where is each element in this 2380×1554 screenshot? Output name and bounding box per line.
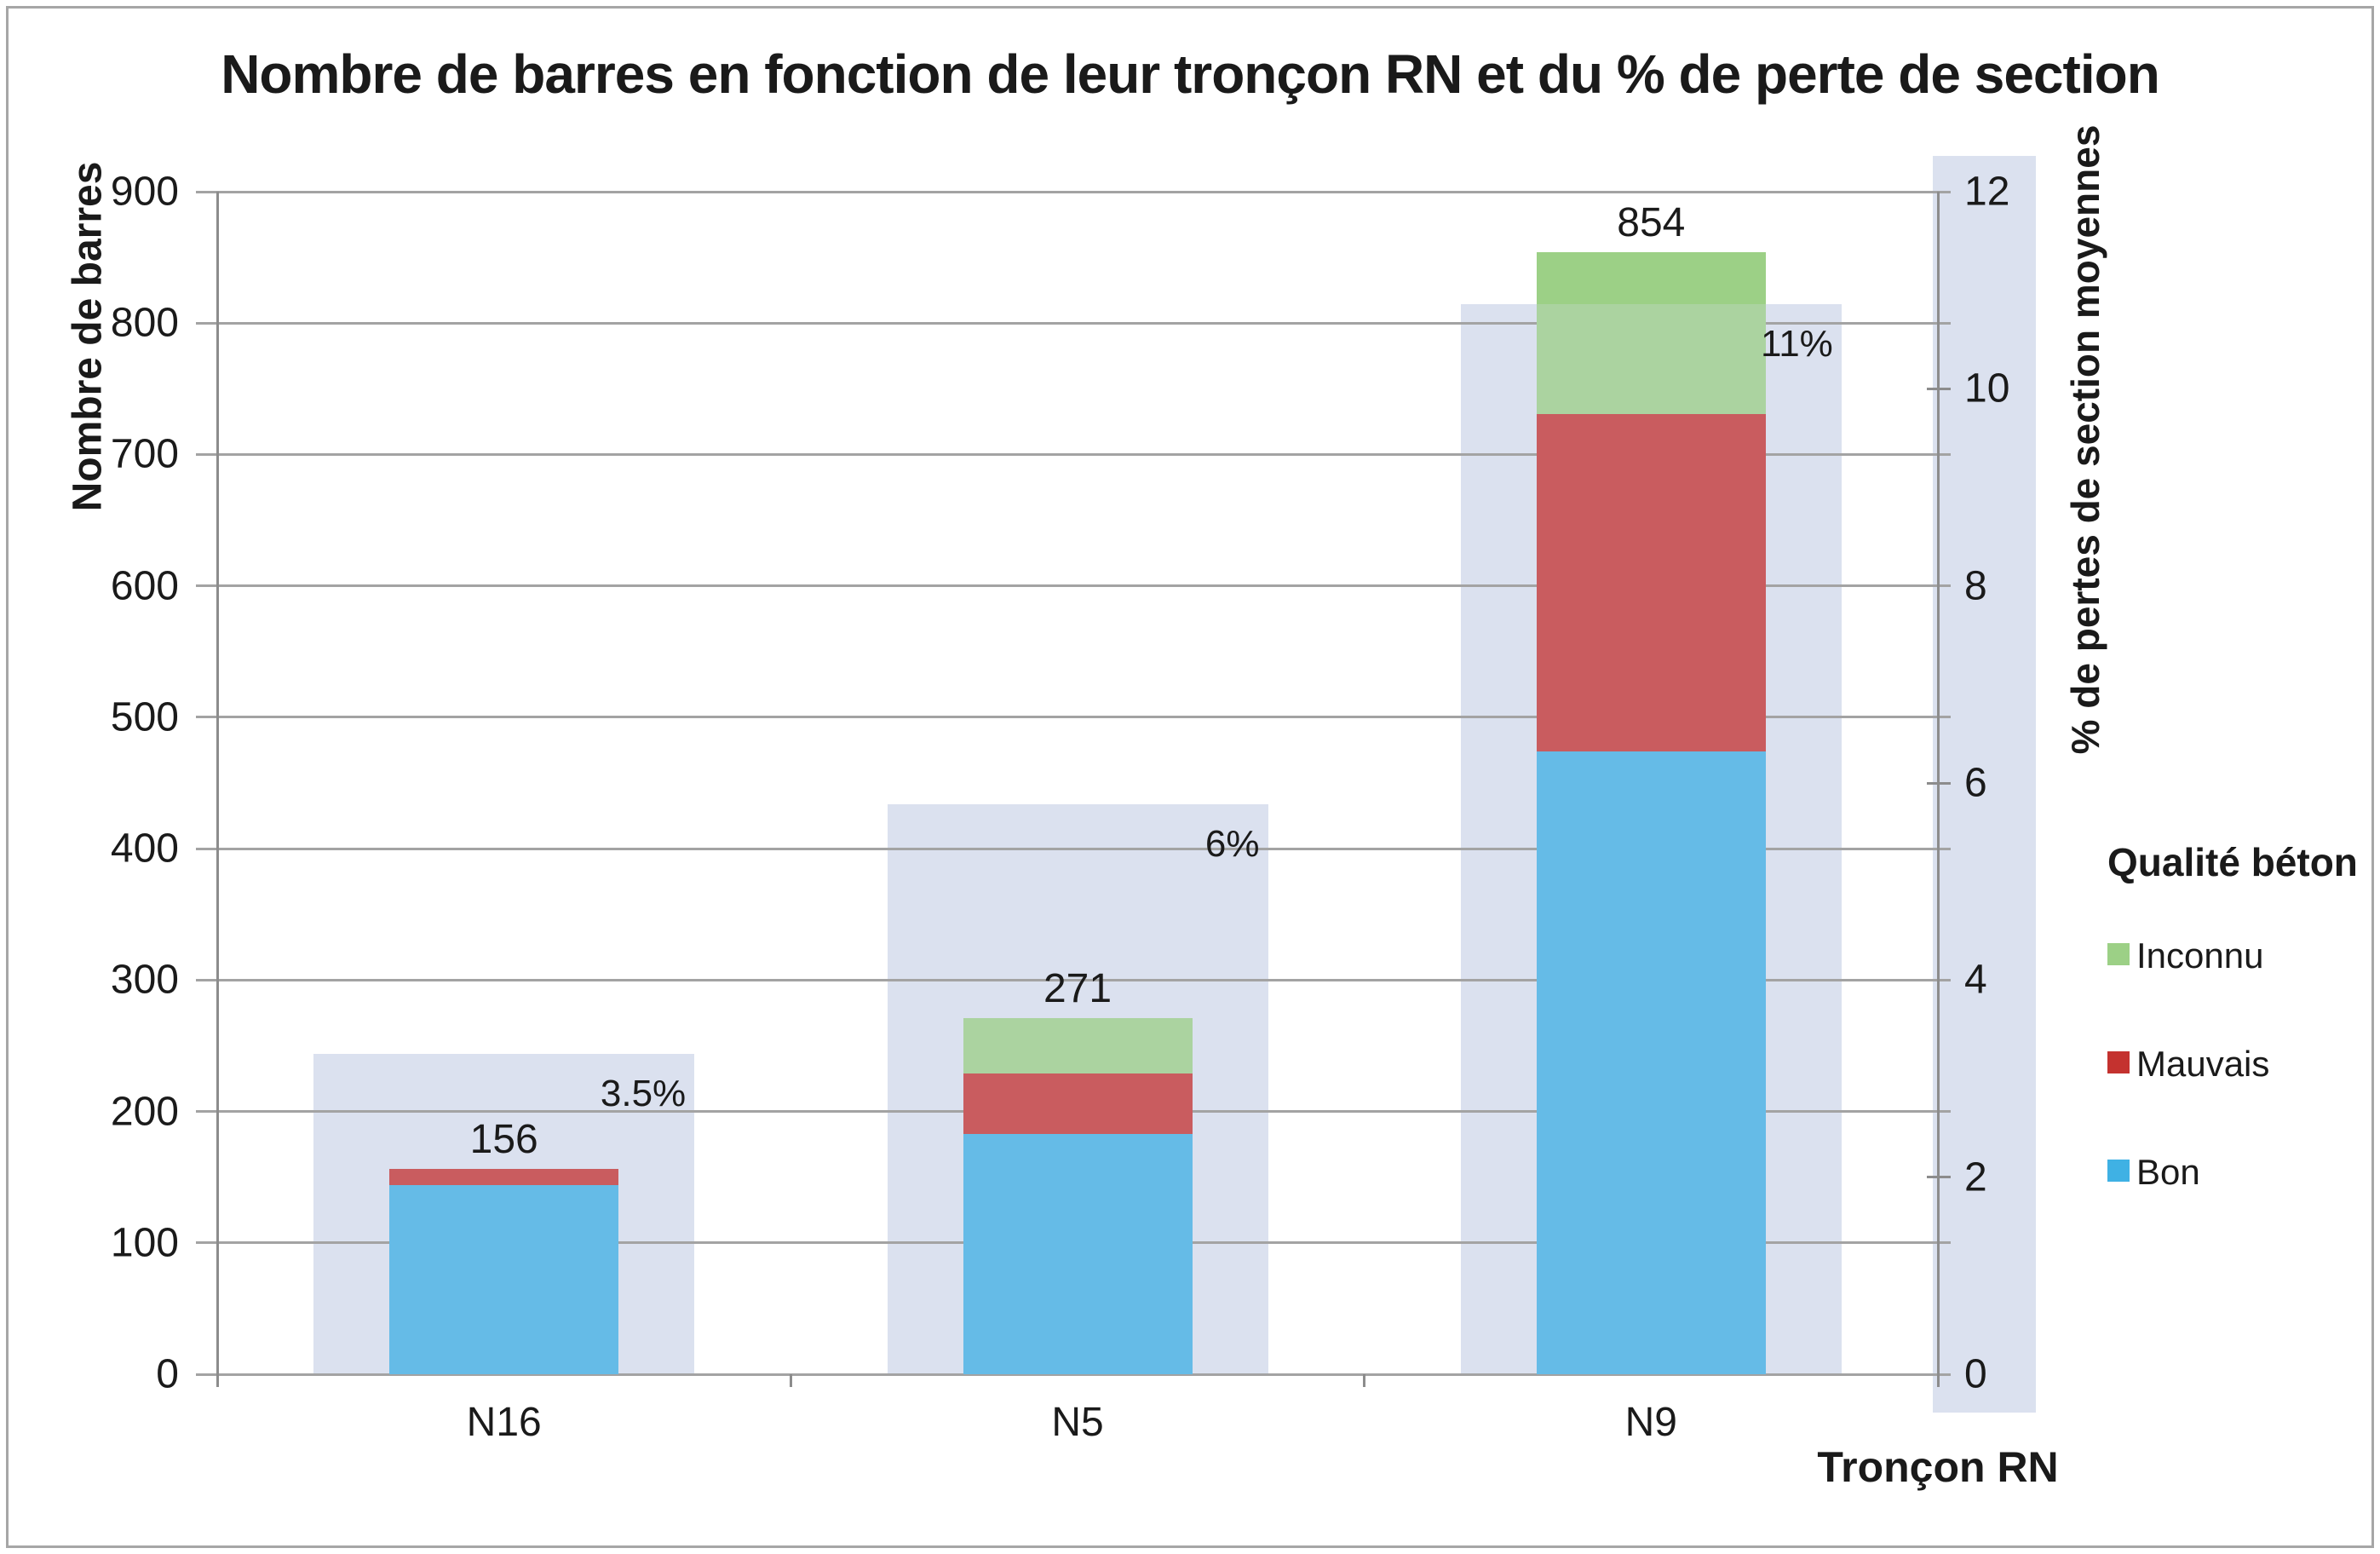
pct-overlay-n5 [963, 1018, 1193, 1374]
left-tick-label: 600 [110, 563, 179, 609]
right-tick-label: 4 [1964, 957, 1987, 1003]
left-tick-label: 300 [110, 957, 179, 1003]
left-tick-label: 100 [110, 1220, 179, 1266]
total-label-n9: 854 [1617, 199, 1686, 245]
bar-n16-mauvais [389, 1169, 619, 1185]
gridline [196, 716, 1951, 719]
x-axis-title: Tronçon RN [1817, 1443, 2059, 1491]
gridline [196, 584, 1951, 588]
legend-label: Mauvais [2136, 1044, 2270, 1084]
category-label-n16: N16 [466, 1400, 542, 1445]
left-tick-label: 0 [156, 1351, 179, 1397]
right-tick-label: 2 [1964, 1154, 1987, 1200]
right-tick-label: 6 [1964, 760, 1987, 806]
left-tick-label: 400 [110, 826, 179, 872]
left-tick-label: 200 [110, 1089, 179, 1135]
category-label-n9: N9 [1624, 1400, 1677, 1445]
bar-n5-inconnu [963, 1018, 1193, 1073]
gridline [196, 1373, 1951, 1376]
legend-swatch-mauvais [2107, 1051, 2130, 1073]
right-tick-label: 12 [1964, 169, 2010, 215]
pct-label-n5: 6% [1204, 823, 1260, 866]
bar-n16-bon [389, 1184, 619, 1374]
chart-border [6, 6, 2374, 1548]
gridline [196, 978, 1951, 981]
left-axis-line [216, 192, 219, 1387]
right-axis-band [1933, 156, 2036, 1413]
right-tick-label: 8 [1964, 563, 1987, 609]
legend: Qualité béton Inconnu Mauvais Bon [2107, 839, 2371, 1206]
pct-label-n9: 11% [1760, 323, 1833, 365]
gridline [196, 847, 1951, 850]
total-label-n16: 156 [469, 1117, 538, 1163]
bar-n9-inconnu [1536, 251, 1766, 414]
legend-title: Qualité béton [2107, 840, 2358, 884]
right-axis-line [1936, 192, 1940, 1387]
gridline [196, 190, 1951, 193]
right-tick-label: 10 [1964, 365, 2010, 412]
x-axis-tick [1363, 1374, 1366, 1387]
bar-n5-mauvais [963, 1073, 1193, 1134]
total-label-n5: 271 [1043, 966, 1112, 1012]
x-axis-tick [789, 1374, 792, 1387]
bar-n9-mauvais [1536, 413, 1766, 751]
left-tick-label: 900 [110, 169, 179, 215]
legend-label: Inconnu [2136, 935, 2264, 976]
category-label-n5: N5 [1051, 1400, 1104, 1445]
left-tick-label: 700 [110, 431, 179, 477]
legend-swatch-inconnu [2107, 943, 2130, 965]
legend-swatch-bon [2107, 1160, 2130, 1182]
gridline [196, 321, 1951, 325]
pct-label-n16: 3.5% [600, 1073, 687, 1115]
bar-n5-bon [963, 1133, 1193, 1374]
right-tick-label: 0 [1964, 1351, 1987, 1397]
left-tick-label: 500 [110, 694, 179, 740]
chart-title: Nombre de barres en fonction de leur tro… [221, 43, 2160, 105]
legend-label: Bon [2136, 1152, 2200, 1192]
pct-overlay-n16 [389, 1169, 619, 1374]
bar-n9-bon [1536, 751, 1766, 1374]
pct-overlay-n9 [1536, 304, 1766, 1374]
left-tick-label: 800 [110, 300, 179, 346]
gridline [196, 452, 1951, 456]
